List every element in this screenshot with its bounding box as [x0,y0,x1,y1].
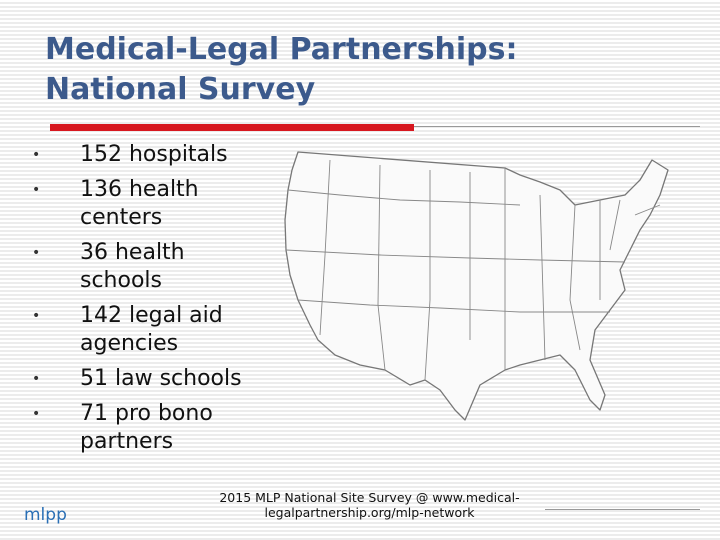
divider-line [545,509,700,510]
bullet-item: 51 law schools [32,365,265,393]
source-note: 2015 MLP National Site Survey @ www.medi… [219,490,520,520]
logo: mlpp [24,505,67,525]
title-line: Medical-Legal Partnerships: [45,32,518,67]
bullet-item: 71 pro bono partners [32,400,265,456]
slide-title: Medical-Legal Partnerships: National Sur… [45,30,518,110]
bullet-item: 136 health centers [32,176,265,232]
bullet-item: 142 legal aid agencies [32,302,265,358]
bullet-item: 36 health schools [32,239,265,295]
title-line: National Survey [45,72,316,107]
us-map [284,151,669,421]
bullet-item: 152 hospitals [32,141,265,169]
divider-line [414,126,700,127]
bullet-list: 152 hospitals 136 health centers 36 health… [32,141,272,463]
accent-bar [50,124,414,131]
